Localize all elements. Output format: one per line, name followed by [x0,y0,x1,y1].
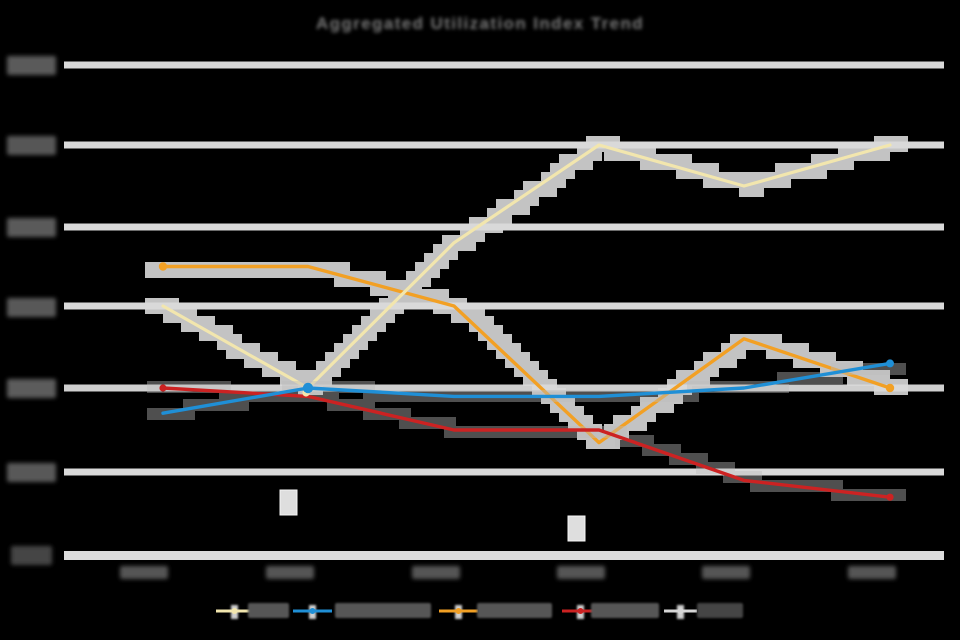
svg-text:Aggregated Utilization Index T: Aggregated Utilization Index Trend [316,14,644,33]
